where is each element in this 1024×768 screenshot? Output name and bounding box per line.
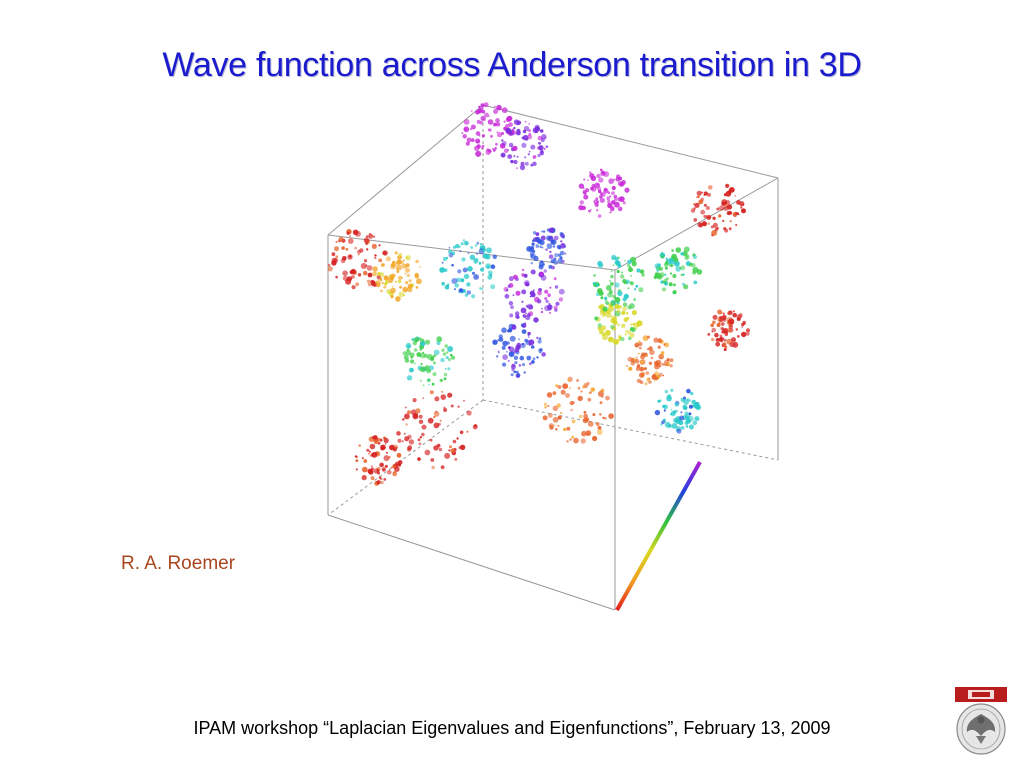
author-name: R. A. Roemer <box>121 553 236 574</box>
wavefunction-cube-icon <box>327 102 779 611</box>
footer-text: IPAM workshop “Laplacian Eigenvalues and… <box>193 718 831 738</box>
university-crest-icon <box>955 687 1007 755</box>
slide-title: Wave function across Anderson transition… <box>162 46 862 84</box>
